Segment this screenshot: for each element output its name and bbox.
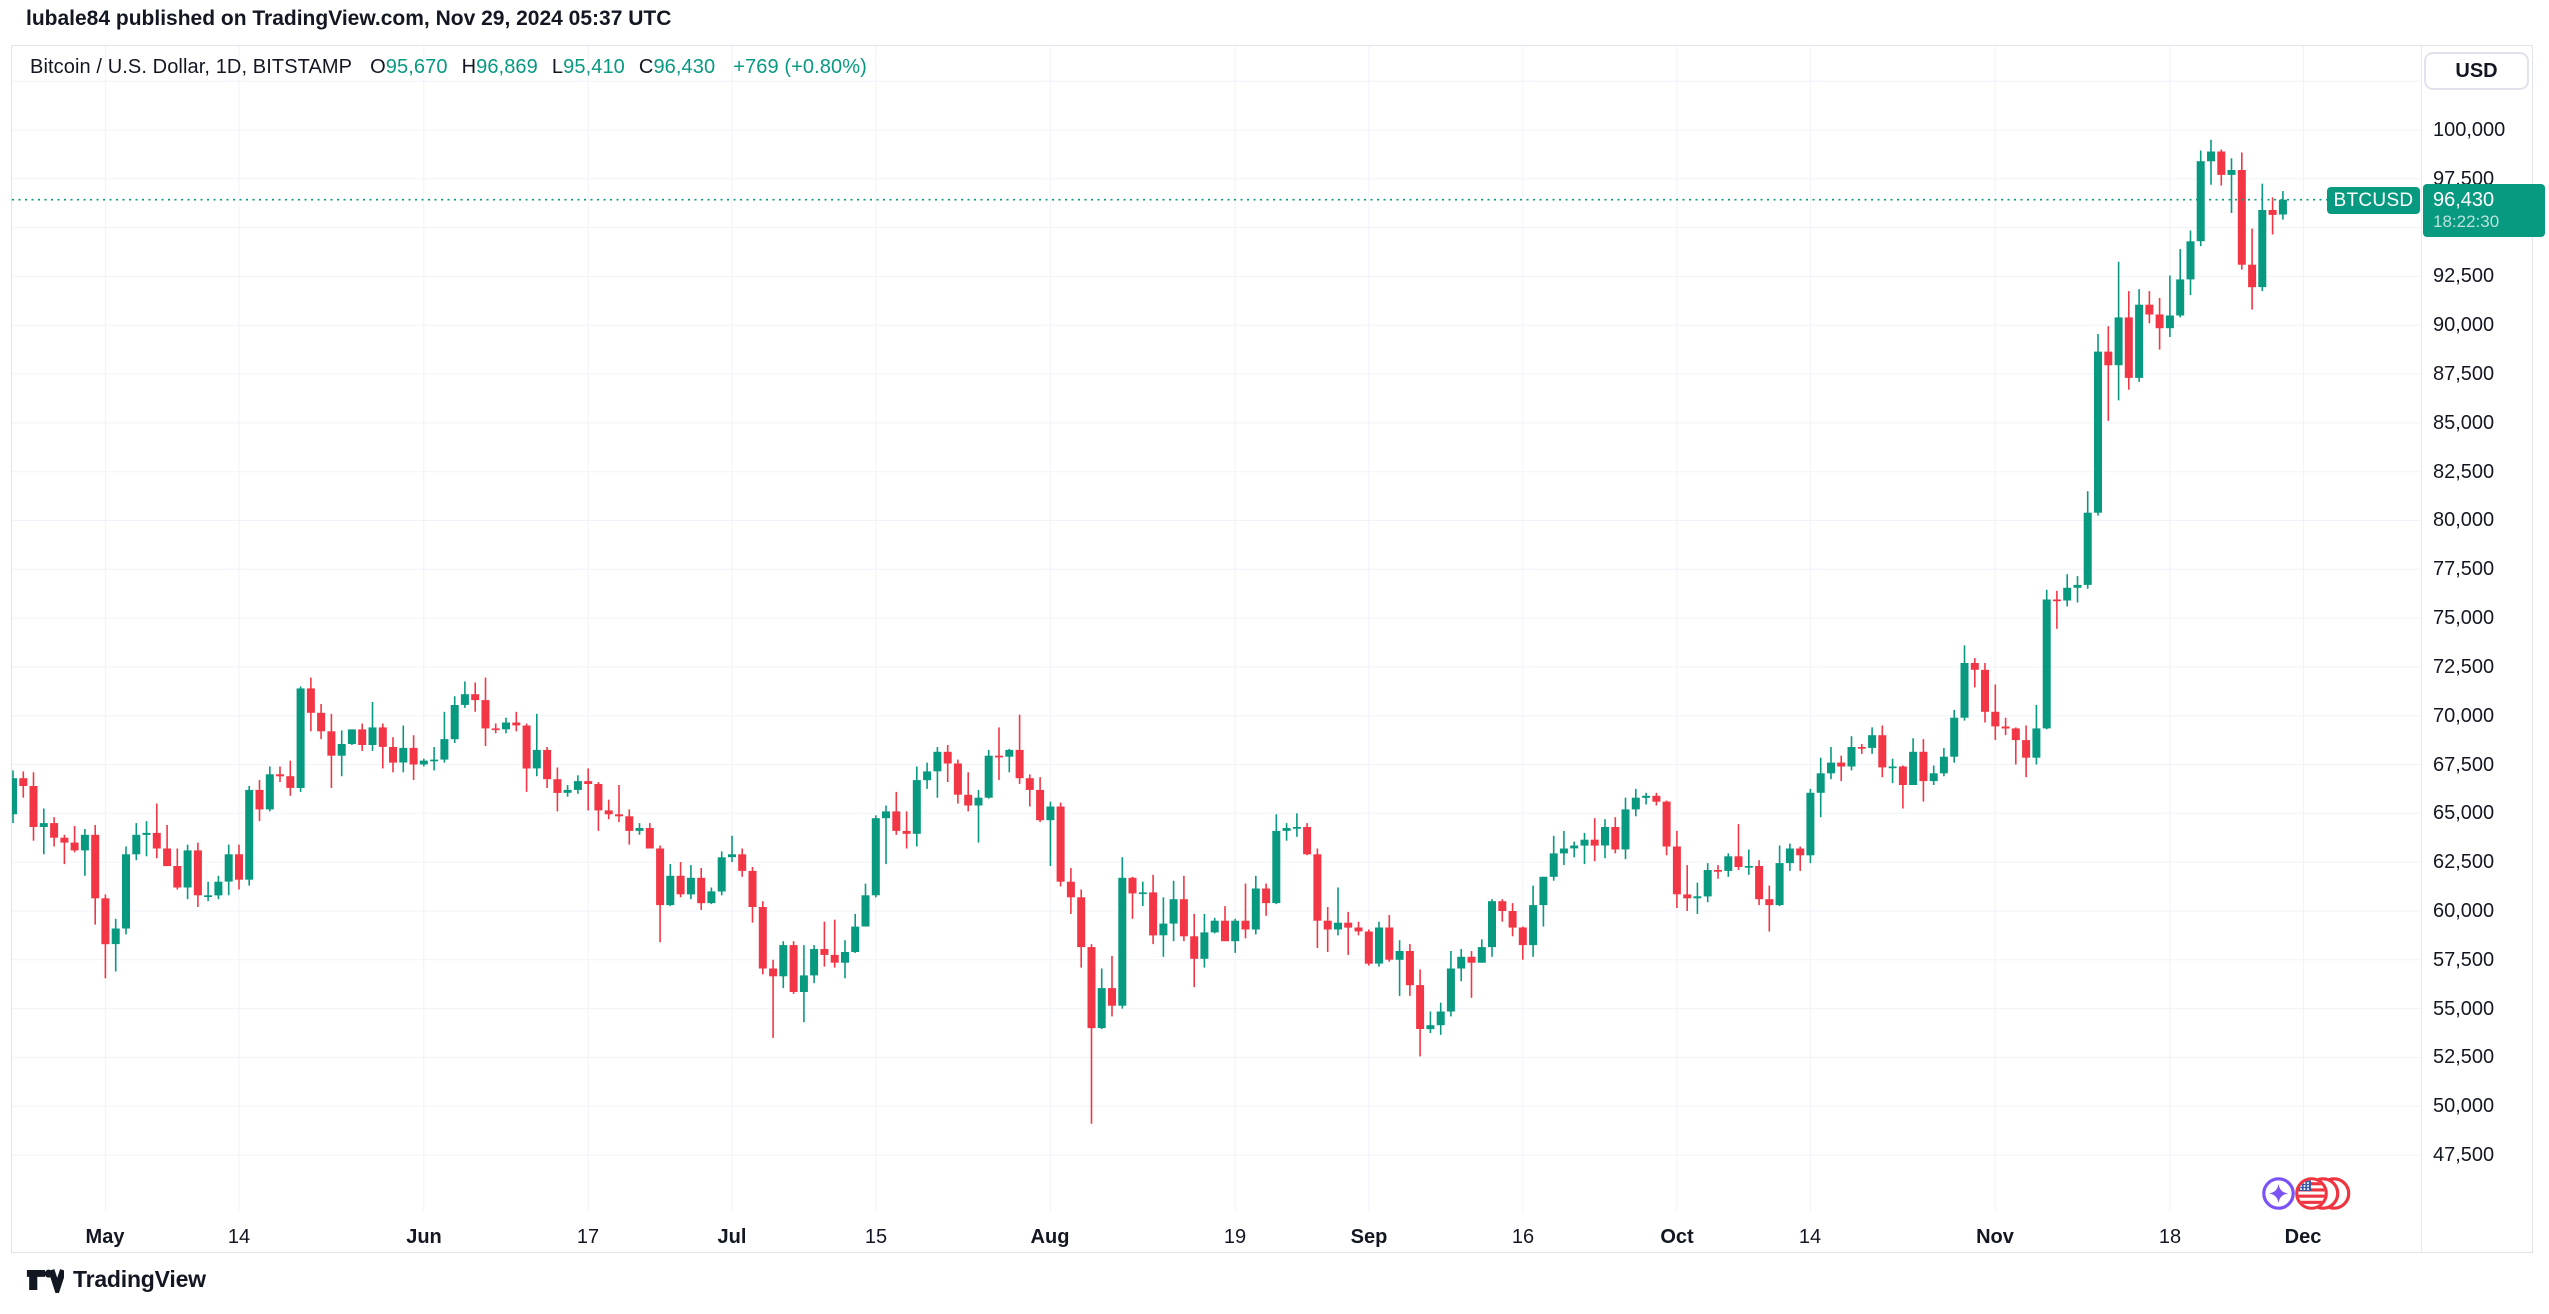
price-axis-label: 62,500 — [2433, 851, 2495, 873]
price-axis-label: 65,000 — [2433, 802, 2495, 824]
price-axis-label: 92,500 — [2433, 265, 2495, 287]
time-axis-label: Aug — [1030, 1226, 1070, 1248]
symbol-title: Bitcoin / U.S. Dollar, 1D, BITSTAMP — [30, 56, 353, 78]
time-axis-label: 17 — [576, 1226, 600, 1248]
time-axis-label: Jul — [717, 1226, 747, 1248]
price-axis-label: 57,500 — [2433, 949, 2495, 971]
time-axis-label: Dec — [2284, 1226, 2322, 1248]
price-axis-label: 87,500 — [2433, 363, 2495, 385]
legend-high: H96,869 — [461, 56, 538, 78]
symbol-logos — [2261, 1176, 2352, 1211]
time-axis-label: Jun — [406, 1226, 442, 1248]
us-flag-icon — [2295, 1177, 2351, 1210]
time-axis-label: 14 — [227, 1226, 251, 1248]
published-attribution: lubale84 published on TradingView.com, N… — [26, 7, 672, 30]
time-axis-label: May — [85, 1226, 125, 1248]
price-axis-label: 72,500 — [2433, 656, 2495, 678]
price-axis-label: 75,000 — [2433, 607, 2495, 629]
tradingview-wordmark: TradingView — [73, 1266, 206, 1292]
legend-change: +769 (+0.80%) — [733, 56, 867, 78]
tradingview-footer-link[interactable]: TradingView — [26, 1266, 206, 1293]
price-axis-label: 50,000 — [2433, 1095, 2495, 1117]
price-axis-label: 60,000 — [2433, 900, 2495, 922]
time-axis-label: 15 — [864, 1226, 888, 1248]
time-axis-label: 19 — [1223, 1226, 1247, 1248]
legend-low: L95,410 — [551, 56, 625, 78]
last-price-value: 96,430 — [2433, 188, 2495, 211]
time-axis-label: Sep — [1350, 1226, 1388, 1248]
price-axis-label: 70,000 — [2433, 705, 2495, 727]
time-axis-label: 16 — [1511, 1226, 1535, 1248]
price-axis-label: 82,500 — [2433, 461, 2495, 483]
legend-close: C96,430 — [638, 56, 716, 78]
price-axis-label: 100,000 — [2433, 119, 2506, 141]
price-axis-label: 77,500 — [2433, 558, 2495, 580]
price-axis-label: 90,000 — [2433, 314, 2495, 336]
chart-frame — [11, 45, 2533, 1253]
legend-open: O95,670 — [370, 56, 448, 78]
time-axis-label: 14 — [1798, 1226, 1822, 1248]
symbol-price-flag: BTCUSD — [2327, 187, 2420, 214]
time-axis-label: Oct — [1660, 1226, 1694, 1248]
bar-countdown: 18:22:30 — [2433, 212, 2500, 232]
time-axis-label: Nov — [1976, 1226, 2014, 1248]
price-axis-label: 55,000 — [2433, 998, 2495, 1020]
sparkle-icon — [2262, 1177, 2295, 1210]
tradingview-logo-icon — [26, 1268, 64, 1293]
chart-legend[interactable]: Bitcoin / U.S. Dollar, 1D, BITSTAMP O95,… — [30, 56, 867, 79]
time-axis-label: 18 — [2158, 1226, 2182, 1248]
price-axis-label: 67,500 — [2433, 754, 2495, 776]
price-axis-label: 47,500 — [2433, 1144, 2495, 1166]
price-axis-label: 80,000 — [2433, 509, 2495, 531]
price-axis-label: 85,000 — [2433, 412, 2495, 434]
price-axis-label: 52,500 — [2433, 1046, 2495, 1068]
price-axis-separator — [2421, 46, 2422, 1252]
last-price-badge: 96,430 18:22:30 — [2423, 184, 2545, 237]
currency-toggle-button[interactable]: USD — [2424, 52, 2529, 90]
